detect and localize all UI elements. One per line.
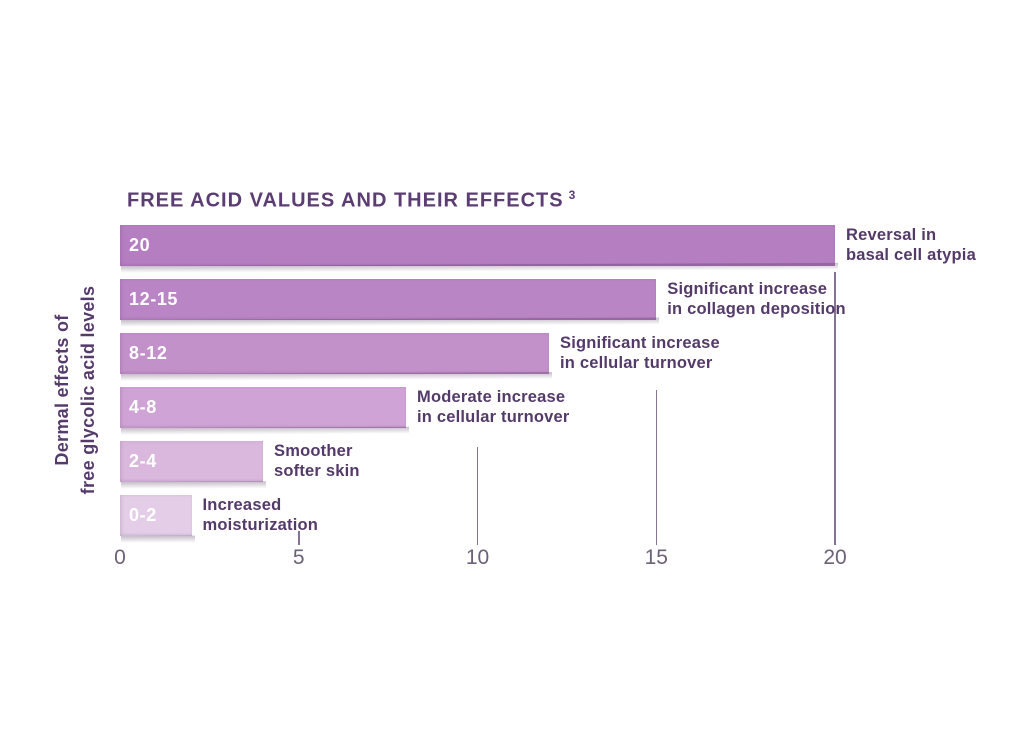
- bar-2-4: 2-4: [120, 441, 263, 482]
- bar-row-0-2: 0-2 Increased moisturization: [120, 495, 318, 536]
- bar-12-15: 12-15: [120, 279, 657, 320]
- bar-range-label: 12-15: [129, 289, 179, 309]
- bar-range-label: 8-12: [129, 343, 168, 363]
- bar-row-2-4: 2-4 Smoother softer skin: [120, 441, 360, 482]
- bar-effect-label: Significant increase in collagen depositi…: [667, 280, 846, 318]
- chart-title: FREE ACID VALUES AND THEIR EFFECTS 3: [127, 188, 575, 213]
- x-gridline-10: [476, 447, 479, 545]
- bar-row-4-8: 4-8 Moderate increase in cellular turnover: [120, 387, 570, 428]
- bar-range-label: 2-4: [129, 451, 157, 471]
- bar-4-8: 4-8: [120, 387, 406, 428]
- bar-range-label: 20: [129, 235, 151, 255]
- bar-effect-label: Increased moisturization: [202, 496, 319, 534]
- bar-range-label: 4-8: [129, 397, 157, 417]
- chart-title-text: FREE ACID VALUES AND THEIR EFFECTS: [127, 189, 564, 212]
- title-footnote-ref: 3: [568, 188, 576, 202]
- bar-row-8-12: 8-12 Significant increase in cellular turn…: [120, 333, 720, 374]
- bar-range-label: 0-2: [129, 505, 157, 525]
- x-tick-label-15: 15: [644, 546, 668, 569]
- bar-0-2: 0-2: [120, 495, 192, 536]
- x-gridline-5: [298, 531, 300, 545]
- bar-row-20: 20 Reversal in basal cell atypia: [120, 225, 976, 266]
- y-axis-label: Dermal effects of free glycolic acid lev…: [49, 190, 101, 590]
- x-gridline-20: [834, 272, 836, 545]
- bar-row-12-15: 12-15 Significant increase in collagen dep…: [120, 279, 846, 320]
- bar-effect-label: Significant increase in cellular turnover: [560, 334, 720, 372]
- x-gridline-15: [655, 390, 657, 545]
- x-tick-label-10: 10: [465, 546, 490, 569]
- bar-effect-label: Reversal in basal cell atypia: [846, 226, 976, 264]
- bar-effect-label: Moderate increase in cellular turnover: [417, 388, 570, 426]
- bar-8-12: 8-12: [120, 333, 549, 374]
- bar-effect-label: Smoother softer skin: [274, 442, 360, 480]
- y-axis-label-line2: free glycolic acid levels: [78, 285, 98, 495]
- y-axis-label-line1: Dermal effects of: [51, 314, 72, 466]
- x-tick-label-5: 5: [292, 546, 305, 569]
- x-tick-label-0: 0: [114, 546, 126, 569]
- x-tick-label-20: 20: [823, 546, 847, 569]
- bar-20: 20: [120, 225, 835, 266]
